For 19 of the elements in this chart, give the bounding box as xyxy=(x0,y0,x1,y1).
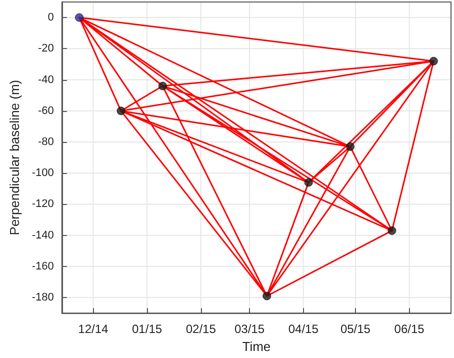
x-tick-label: 04/15 xyxy=(288,322,319,336)
x-tick-label: 12/14 xyxy=(78,322,109,336)
y-tick-label: -60 xyxy=(38,104,54,117)
y-tick-label: -140 xyxy=(32,229,54,242)
y-tick-label: -40 xyxy=(38,74,54,86)
y-axis-title: Perpendicular baseline (m) xyxy=(7,80,22,236)
y-tick-label: -180 xyxy=(32,292,54,304)
x-tick-label: 06/15 xyxy=(394,322,425,336)
x-tick-label: 03/15 xyxy=(234,322,265,336)
x-axis-title: Time xyxy=(242,339,271,354)
y-tick-label: 0 xyxy=(48,12,54,24)
x-tick-label: 05/15 xyxy=(340,322,371,336)
x-tick-label: 01/15 xyxy=(132,322,162,336)
y-tick-label: -100 xyxy=(32,167,54,180)
y-tick-label: -20 xyxy=(38,42,54,55)
y-tick-label: -80 xyxy=(38,136,54,148)
y-tick-label: -120 xyxy=(32,198,54,210)
x-tick-label: 02/15 xyxy=(186,322,216,336)
y-tick-label: -160 xyxy=(32,260,54,272)
